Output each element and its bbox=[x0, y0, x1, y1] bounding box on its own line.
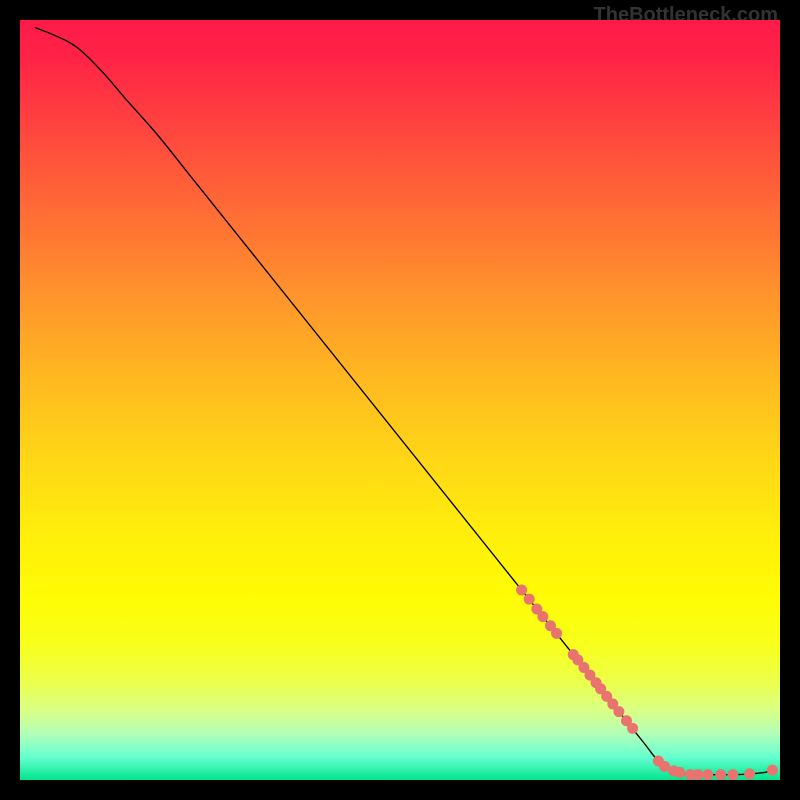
chart-svg bbox=[20, 20, 780, 780]
data-marker bbox=[627, 723, 638, 734]
data-marker bbox=[551, 628, 562, 639]
data-marker bbox=[727, 769, 738, 780]
data-marker bbox=[767, 765, 778, 776]
data-marker bbox=[613, 706, 624, 717]
data-marker bbox=[744, 768, 755, 779]
data-marker bbox=[516, 585, 527, 596]
data-marker bbox=[715, 769, 726, 780]
data-marker bbox=[524, 594, 535, 605]
data-marker bbox=[537, 611, 548, 622]
data-marker bbox=[702, 769, 713, 780]
chart-area bbox=[20, 20, 780, 780]
data-marker bbox=[692, 769, 703, 780]
data-marker bbox=[674, 767, 685, 778]
chart-background bbox=[20, 20, 780, 780]
